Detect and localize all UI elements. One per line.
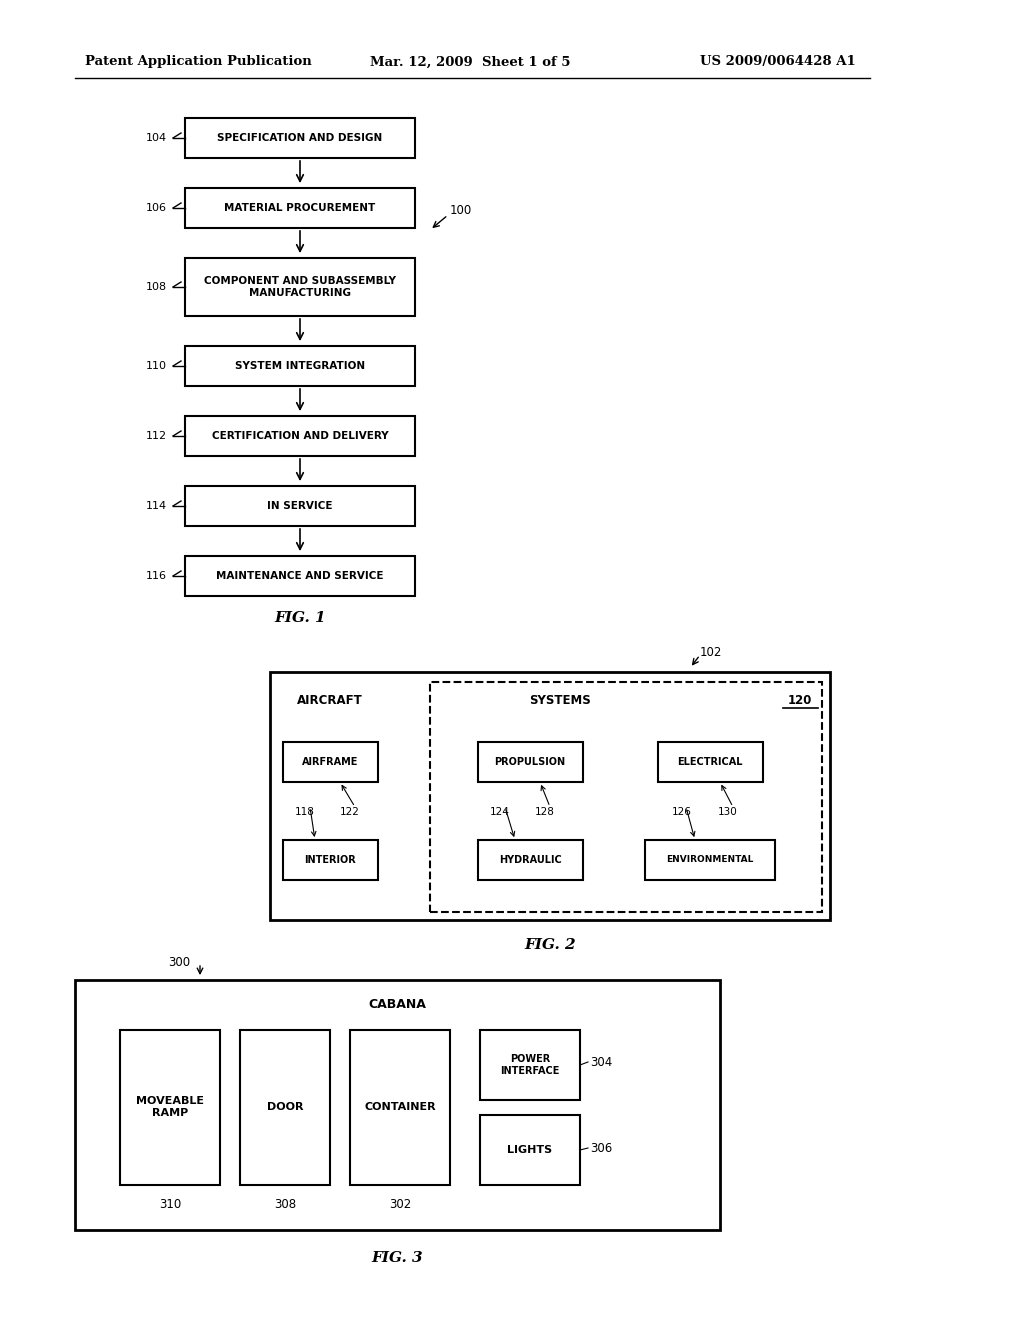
Text: 114: 114 (145, 502, 167, 511)
Text: IN SERVICE: IN SERVICE (267, 502, 333, 511)
Text: HYDRAULIC: HYDRAULIC (499, 855, 561, 865)
Text: SYSTEM INTEGRATION: SYSTEM INTEGRATION (234, 360, 366, 371)
Text: DOOR: DOOR (266, 1102, 303, 1111)
Text: PROPULSION: PROPULSION (495, 756, 565, 767)
Bar (185, 117, 415, 158)
Text: AIRFRAME: AIRFRAME (302, 756, 358, 767)
Text: MAINTENANCE AND SERVICE: MAINTENANCE AND SERVICE (216, 572, 384, 581)
Text: 308: 308 (274, 1199, 296, 1212)
Text: ENVIRONMENTAL: ENVIRONMENTAL (667, 855, 754, 865)
Text: 128: 128 (535, 807, 555, 817)
Text: ELECTRICAL: ELECTRICAL (677, 756, 742, 767)
Text: US 2009/0064428 A1: US 2009/0064428 A1 (700, 55, 856, 69)
Text: LIGHTS: LIGHTS (508, 1144, 553, 1155)
Text: 112: 112 (145, 432, 167, 441)
Text: 122: 122 (340, 807, 359, 817)
Text: FIG. 2: FIG. 2 (524, 939, 575, 952)
Bar (270, 672, 830, 920)
Bar (480, 1030, 580, 1100)
Text: CERTIFICATION AND DELIVERY: CERTIFICATION AND DELIVERY (212, 432, 388, 441)
Bar (185, 556, 415, 597)
Text: INTERIOR: INTERIOR (304, 855, 356, 865)
Text: CONTAINER: CONTAINER (365, 1102, 436, 1111)
Text: POWER
INTERFACE: POWER INTERFACE (501, 1055, 560, 1076)
Text: 108: 108 (145, 282, 167, 292)
Bar (75, 979, 720, 1230)
Text: Patent Application Publication: Patent Application Publication (85, 55, 311, 69)
Text: 120: 120 (787, 693, 812, 706)
Text: CABANA: CABANA (368, 998, 426, 1011)
Text: 100: 100 (450, 203, 472, 216)
Text: 126: 126 (672, 807, 692, 817)
Text: COMPONENT AND SUBASSEMBLY
MANUFACTURING: COMPONENT AND SUBASSEMBLY MANUFACTURING (204, 276, 396, 298)
Text: FIG. 3: FIG. 3 (371, 1251, 423, 1265)
Text: 116: 116 (146, 572, 167, 581)
Text: 102: 102 (700, 645, 722, 659)
Bar (350, 1030, 450, 1185)
Text: 306: 306 (590, 1142, 612, 1155)
Bar (120, 1030, 220, 1185)
Text: 130: 130 (718, 807, 737, 817)
Text: SPECIFICATION AND DESIGN: SPECIFICATION AND DESIGN (217, 133, 383, 143)
Bar (185, 257, 415, 315)
Text: 118: 118 (295, 807, 314, 817)
Text: 110: 110 (146, 360, 167, 371)
Text: 124: 124 (490, 807, 510, 817)
Bar (240, 1030, 330, 1185)
Text: Mar. 12, 2009  Sheet 1 of 5: Mar. 12, 2009 Sheet 1 of 5 (370, 55, 570, 69)
Bar (185, 416, 415, 455)
Text: 300: 300 (168, 956, 190, 969)
Text: FIG. 1: FIG. 1 (274, 611, 326, 624)
Text: 310: 310 (159, 1199, 181, 1212)
Bar (185, 187, 415, 228)
Text: MOVEABLE
RAMP: MOVEABLE RAMP (136, 1096, 204, 1118)
Text: MATERIAL PROCUREMENT: MATERIAL PROCUREMENT (224, 203, 376, 213)
Text: 304: 304 (590, 1056, 612, 1068)
Bar (185, 346, 415, 385)
Bar (645, 840, 775, 880)
Bar (480, 1115, 580, 1185)
Bar (283, 840, 378, 880)
Text: SYSTEMS: SYSTEMS (529, 693, 591, 706)
Text: 104: 104 (145, 133, 167, 143)
Bar (185, 486, 415, 525)
Bar (430, 682, 822, 912)
Bar (283, 742, 378, 781)
Bar (657, 742, 763, 781)
Bar (477, 742, 583, 781)
Bar (477, 840, 583, 880)
Text: AIRCRAFT: AIRCRAFT (297, 693, 362, 706)
Text: 106: 106 (146, 203, 167, 213)
Text: 302: 302 (389, 1199, 411, 1212)
